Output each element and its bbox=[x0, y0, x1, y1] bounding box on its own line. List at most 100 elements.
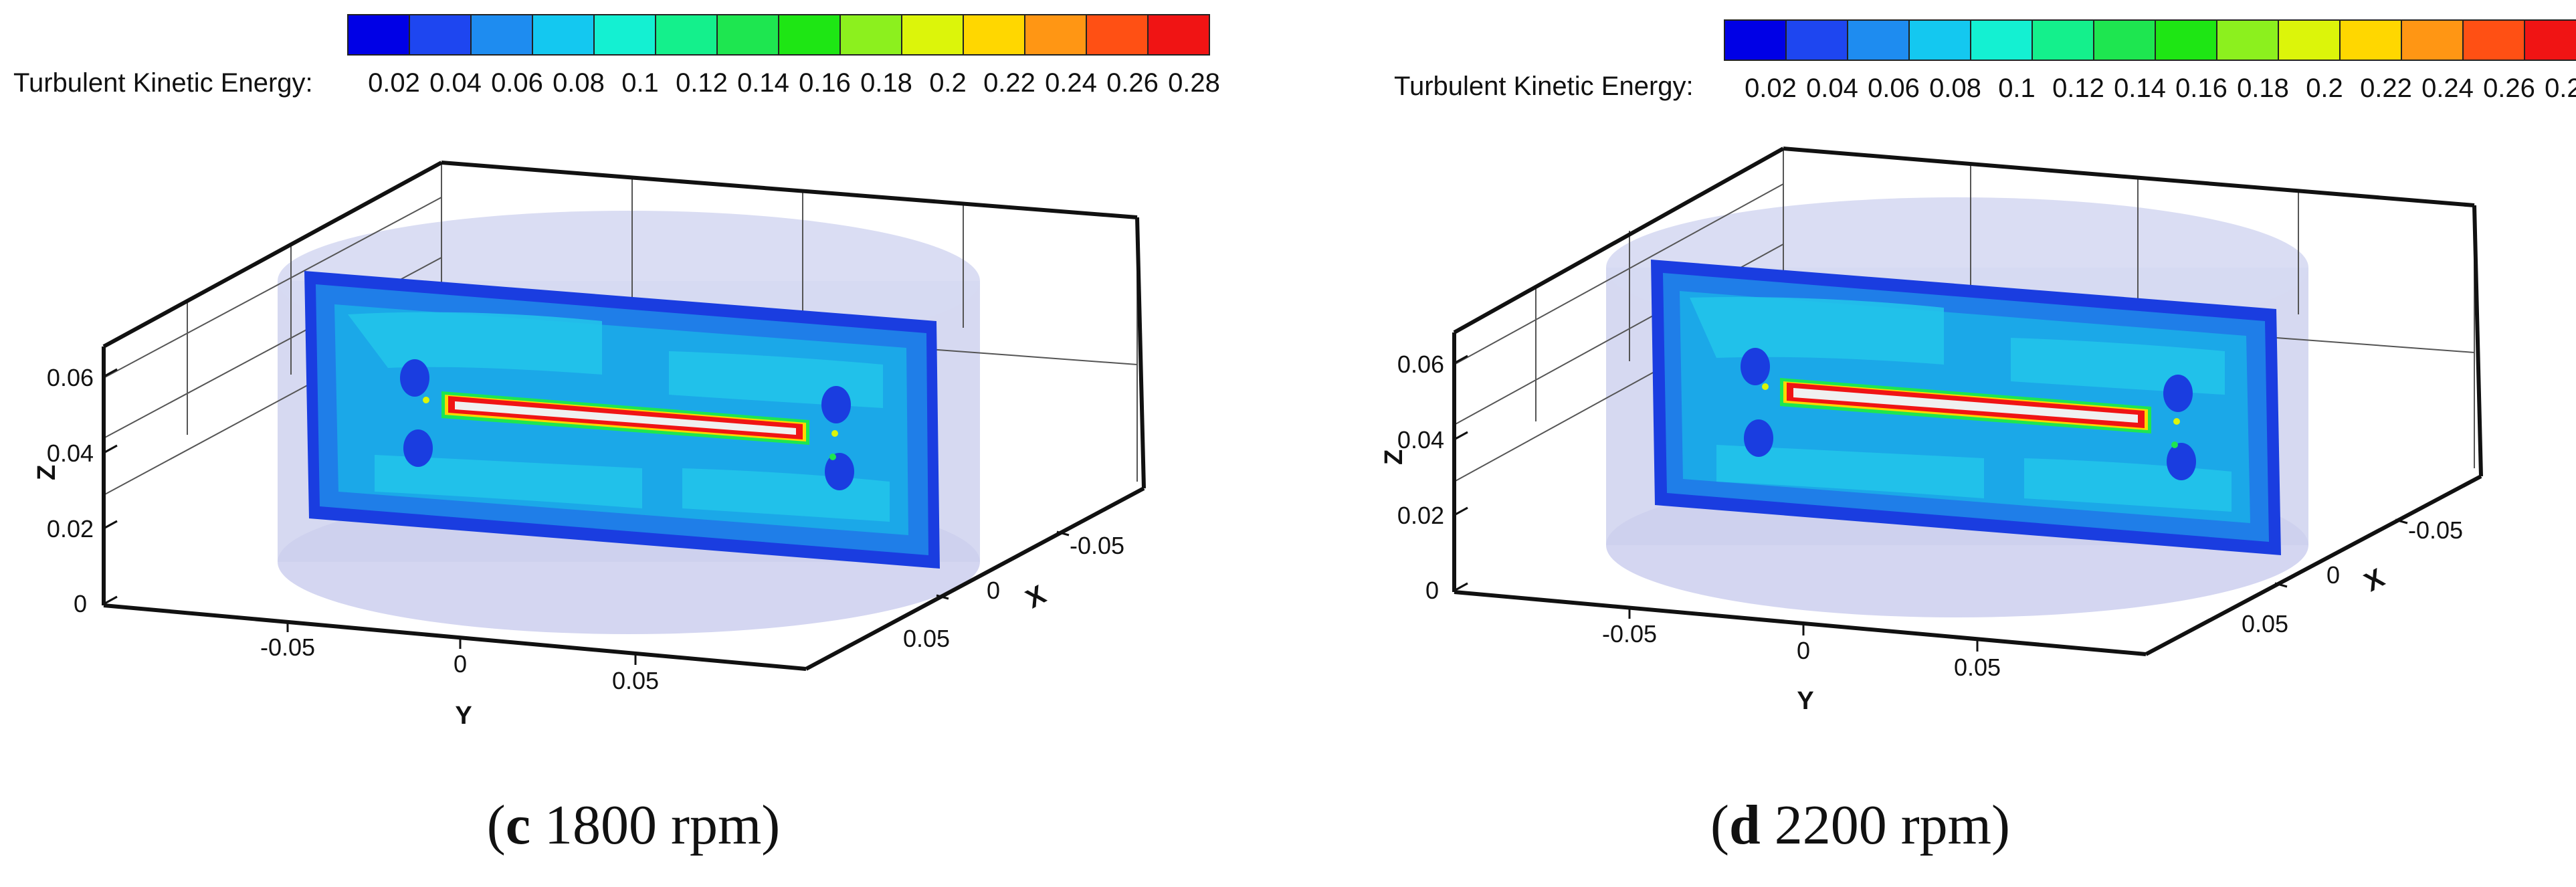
colorbar-label-d: Turbulent Kinetic Energy: bbox=[1394, 72, 1694, 101]
colorbar-tick-label: 0.08 bbox=[1929, 74, 1981, 103]
x-tick-label: 0 bbox=[987, 577, 1000, 604]
y-ticks-c bbox=[286, 621, 637, 665]
x-tick-label: 0.05 bbox=[2242, 610, 2288, 637]
colorbar-tick-label: 0.18 bbox=[2237, 74, 2289, 103]
colorbar-tick-label: 0.2 bbox=[929, 68, 967, 98]
colorbar-swatch bbox=[1147, 14, 1210, 56]
colorbar-tick-label: 0.14 bbox=[2114, 74, 2166, 103]
z-axis-label: Z bbox=[1380, 450, 1408, 465]
colorbar-swatch bbox=[593, 14, 656, 56]
colorbar-tick-label: 0.02 bbox=[1745, 74, 1797, 103]
panel-c: 0.02 0.04 0.06 0.08 0.1 0.12 0.14 0.16 0.18 0.2 0.… bbox=[13, 14, 1220, 856]
colorbar-d: 0.02 0.04 0.06 0.08 0.1 0.12 0.14 0.16 0.18 0.2 0.… bbox=[1724, 19, 2576, 103]
colorbar-swatch bbox=[2093, 19, 2156, 61]
colorbar-tick-label: 0.04 bbox=[1806, 74, 1858, 103]
colorbar-swatch bbox=[2155, 19, 2217, 61]
colorbar-tick-label: 0.12 bbox=[676, 68, 728, 98]
x-axis-label: X bbox=[1021, 580, 1050, 615]
colorbar-tick-label: 0.24 bbox=[2421, 74, 2474, 103]
colorbar-swatch bbox=[1970, 19, 2033, 61]
colorbar-tick-label: 0.08 bbox=[553, 68, 605, 98]
colorbar-swatch bbox=[1908, 19, 1971, 61]
colorbar-swatch bbox=[778, 14, 841, 56]
colorbar-tick-label: 0.2 bbox=[2306, 74, 2343, 103]
y-tick-label: -0.05 bbox=[260, 633, 315, 661]
x-ticks-c bbox=[936, 530, 1070, 600]
colorbar-swatch bbox=[2401, 19, 2464, 61]
x-tick-label: 0 bbox=[2326, 561, 2340, 589]
x-tick-label: -0.05 bbox=[1070, 532, 1124, 559]
y-axis-label: Y bbox=[1797, 687, 1813, 715]
colorbar-swatch bbox=[839, 14, 902, 56]
z-axis-label: Z bbox=[33, 465, 61, 480]
colorbar-tick-label: 0.22 bbox=[983, 68, 1035, 98]
colorbar-tick-label: 0.24 bbox=[1045, 68, 1097, 98]
colorbar-swatch bbox=[1024, 14, 1087, 56]
y-tick-label: 0.05 bbox=[612, 667, 659, 694]
colorbar-tick-label: 0.16 bbox=[2175, 74, 2227, 103]
caption-d: (d 2200 rpm) bbox=[1710, 794, 2010, 856]
y-tick-label: -0.05 bbox=[1602, 620, 1657, 648]
colorbar-swatch bbox=[2524, 19, 2576, 61]
colorbar-swatch bbox=[901, 14, 964, 56]
x-tick-label: -0.05 bbox=[2408, 516, 2463, 544]
colorbar-swatch bbox=[716, 14, 779, 56]
colorbar-tick-label: 0.1 bbox=[621, 68, 659, 98]
colorbar-swatch bbox=[409, 14, 472, 56]
colorbar-tick-label: 0.04 bbox=[429, 68, 482, 98]
colorbar-swatch bbox=[1847, 19, 1910, 61]
colorbar-swatch bbox=[347, 14, 410, 56]
colorbar-tick-label: 0.06 bbox=[491, 68, 543, 98]
x-ticks-d bbox=[2274, 518, 2408, 588]
z-tick-label: 0.04 bbox=[47, 439, 94, 467]
panel-d: 0.02 0.04 0.06 0.08 0.1 0.12 0.14 0.16 0.18 0.2 0.… bbox=[1288, 0, 2576, 887]
colorbar-tick-label: 0.12 bbox=[2052, 74, 2104, 103]
colorbar-swatch bbox=[2278, 19, 2341, 61]
colorbar-tick-label: 0.1 bbox=[1998, 74, 2036, 103]
colorbar-tick-label: 0.22 bbox=[2360, 74, 2412, 103]
colorbar-tick-label: 0.02 bbox=[368, 68, 420, 98]
z-tick-label: 0.02 bbox=[1397, 502, 1444, 529]
colorbar-tick-label: 0.06 bbox=[1868, 74, 1920, 103]
colorbar-tick-label: 0.16 bbox=[799, 68, 851, 98]
front-frame-c bbox=[102, 161, 1146, 671]
colorbar-swatch bbox=[2339, 19, 2402, 61]
y-tick-label: 0.05 bbox=[1954, 654, 2001, 681]
colorbar-swatch bbox=[532, 14, 595, 56]
z-ticks-d bbox=[1454, 355, 1468, 592]
colorbar-tick-label: 0.28 bbox=[2545, 74, 2576, 103]
z-tick-label: 0.06 bbox=[47, 364, 94, 391]
y-ticks-d bbox=[1628, 607, 1979, 652]
colorbar-swatch bbox=[655, 14, 718, 56]
x-tick-label: 0.05 bbox=[903, 625, 950, 652]
z-tick-label: 0 bbox=[1425, 577, 1439, 604]
y-axis-label: Y bbox=[455, 702, 472, 730]
colorbar-swatch bbox=[1724, 19, 1787, 61]
z-tick-label: 0.02 bbox=[47, 515, 94, 543]
y-tick-label: 0 bbox=[1797, 637, 1810, 664]
z-tick-label: 0 bbox=[74, 590, 87, 617]
contour-plane-c bbox=[304, 271, 940, 569]
colorbar-swatch bbox=[2032, 19, 2094, 61]
colorbar-swatch bbox=[2216, 19, 2279, 61]
front-frame-d bbox=[1452, 146, 2483, 656]
colorbar-label-c: Turbulent Kinetic Energy: bbox=[13, 68, 313, 98]
tke-plot-c: 0.02 0.04 0.06 0.08 0.1 0.12 0.14 0.16 0.18 0.2 0.… bbox=[13, 14, 1220, 730]
x-axis-label: X bbox=[2359, 563, 2389, 598]
colorbar-swatch bbox=[1785, 19, 1848, 61]
z-tick-label: 0.06 bbox=[1397, 351, 1444, 378]
tke-plot-d: 0.02 0.04 0.06 0.08 0.1 0.12 0.14 0.16 0.18 0.2 0.… bbox=[1380, 19, 2576, 715]
caption-c: (c 1800 rpm) bbox=[486, 794, 781, 856]
colorbar-tick-label: 0.18 bbox=[860, 68, 912, 98]
colorbar-swatch bbox=[470, 14, 533, 56]
colorbar-tick-label: 0.28 bbox=[1168, 68, 1220, 98]
colorbar-tick-label: 0.14 bbox=[737, 68, 789, 98]
colorbar-tick-label: 0.26 bbox=[2483, 74, 2535, 103]
z-tick-label: 0.04 bbox=[1397, 426, 1444, 454]
z-ticks-c bbox=[103, 368, 118, 605]
contour-plane-d bbox=[1651, 260, 2281, 555]
colorbar-tick-label: 0.26 bbox=[1106, 68, 1159, 98]
y-tick-label: 0 bbox=[454, 650, 467, 678]
colorbar-swatch bbox=[2462, 19, 2525, 61]
colorbar-c: 0.02 0.04 0.06 0.08 0.1 0.12 0.14 0.16 0.18 0.2 0.… bbox=[347, 14, 1220, 98]
